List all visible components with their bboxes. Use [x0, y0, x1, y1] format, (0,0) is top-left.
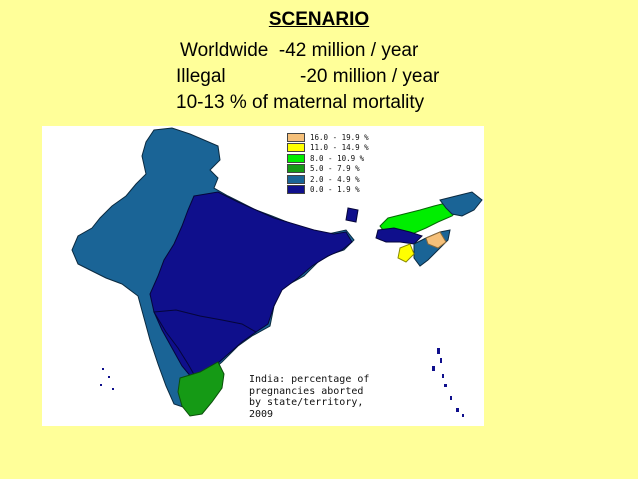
legend-swatch: [287, 143, 305, 153]
map-legend: 16.0 - 19.9 % 11.0 - 14.9 % 8.0 - 10.9 %…: [287, 132, 397, 195]
caption-line: by state/territory,: [249, 397, 364, 408]
legend-swatch: [287, 132, 305, 142]
caption-line: pregnancies aborted: [249, 385, 364, 397]
caption-line: 2009: [249, 408, 274, 420]
legend-row: 16.0 - 19.9 %: [287, 132, 397, 143]
legend-label: 2.0 - 4.9 %: [310, 174, 360, 184]
andaman-islands: [432, 348, 464, 417]
legend-label: 5.0 - 7.9 %: [310, 164, 360, 174]
caption-line: India: percentage of: [249, 374, 370, 385]
legend-label: 11.0 - 14.9 %: [310, 143, 369, 153]
legend-label: 8.0 - 10.9 %: [310, 153, 365, 163]
map-caption: India: percentage of pregnancies aborted…: [249, 374, 419, 420]
india-map-graphic: [71, 127, 483, 417]
legend-swatch: [287, 153, 305, 163]
worldwide-line: Worldwide -42 million / year: [180, 40, 419, 61]
slide-title: SCENARIO: [268, 9, 370, 30]
legend-row: 0.0 - 1.9 %: [287, 185, 397, 196]
illegal-value: -20 million / year: [300, 66, 440, 87]
legend-row: 5.0 - 7.9 %: [287, 164, 397, 175]
legend-row: 2.0 - 4.9 %: [287, 174, 397, 185]
legend-swatch: [287, 185, 305, 195]
region-south-central: [153, 309, 257, 379]
legend-swatch: [287, 174, 305, 184]
india-abortion-map: 16.0 - 19.9 % 11.0 - 14.9 % 8.0 - 10.9 %…: [42, 126, 484, 426]
lakshadweep-islands: [100, 368, 114, 390]
region-arunachal: [439, 191, 483, 217]
legend-label: 16.0 - 19.9 %: [310, 132, 369, 142]
legend-row: 8.0 - 10.9 %: [287, 153, 397, 164]
region-yellow: [397, 243, 415, 263]
legend-swatch: [287, 164, 305, 174]
region-orange: [425, 231, 447, 249]
region-tamil-nadu: [177, 361, 225, 417]
legend-row: 11.0 - 14.9 %: [287, 143, 397, 154]
legend-label: 0.0 - 1.9 %: [310, 185, 360, 195]
maternal-mortality-line: 10-13 % of maternal mortality: [176, 92, 425, 113]
illegal-label: Illegal: [176, 66, 226, 87]
region-sikkim: [345, 207, 359, 223]
